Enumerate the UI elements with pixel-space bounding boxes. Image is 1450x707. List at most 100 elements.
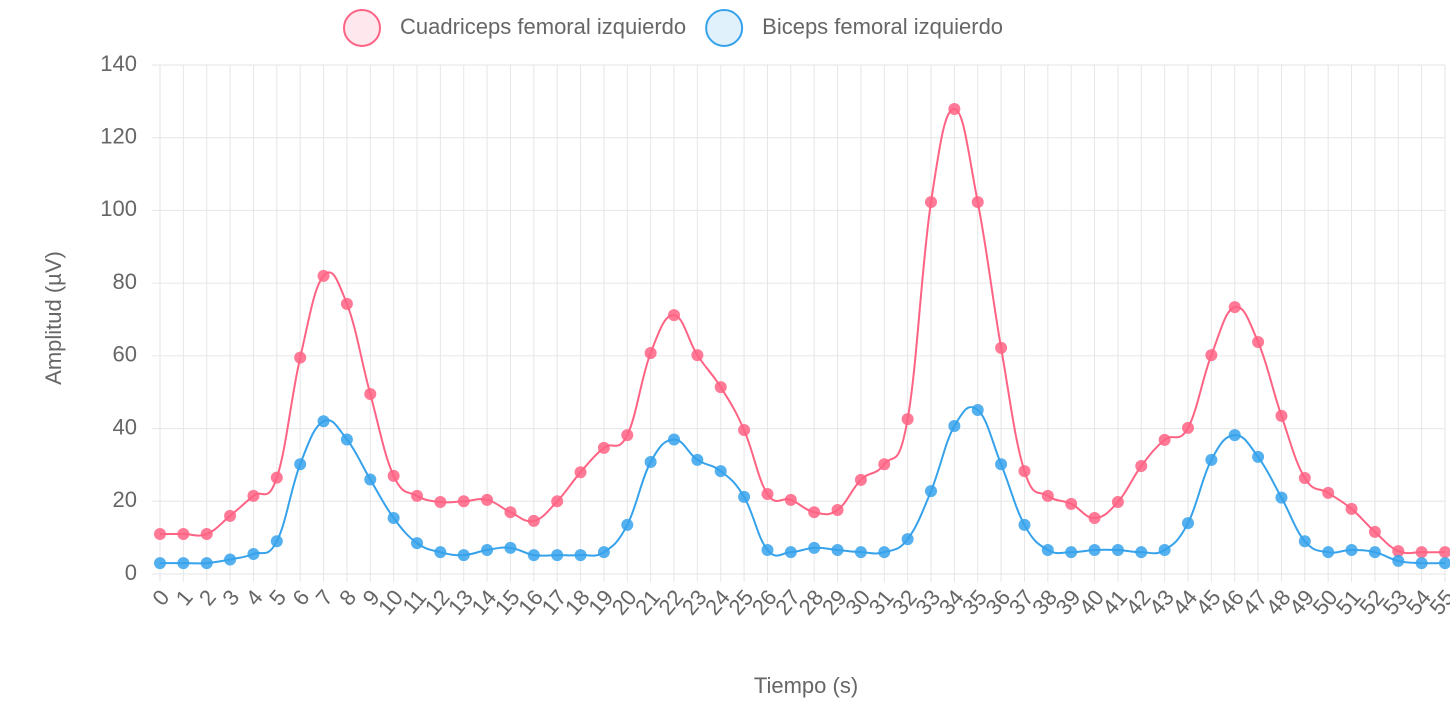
data-point	[948, 102, 961, 115]
data-point	[1322, 546, 1335, 559]
data-point	[340, 297, 353, 310]
y-tick-label: 120	[100, 124, 137, 149]
data-point	[925, 196, 937, 209]
data-point	[1228, 301, 1241, 314]
data-point	[527, 514, 540, 527]
data-point	[738, 424, 751, 437]
y-tick-label: 80	[113, 269, 137, 294]
data-point	[1368, 546, 1381, 559]
data-point	[177, 557, 190, 570]
legend-marker	[343, 9, 381, 47]
x-tick-label: 5	[264, 585, 291, 610]
data-point	[1345, 544, 1358, 557]
data-point	[925, 485, 937, 498]
data-point	[1135, 460, 1148, 473]
data-point	[457, 495, 470, 508]
data-point	[504, 541, 517, 554]
data-point	[1018, 518, 1031, 531]
data-point	[668, 433, 680, 446]
data-point	[1415, 546, 1428, 559]
data-point	[247, 489, 260, 502]
data-point	[597, 546, 610, 559]
x-axis-title: Tiempo (s)	[754, 673, 858, 698]
data-point	[808, 541, 821, 554]
data-point	[387, 469, 400, 482]
data-point	[901, 533, 914, 546]
data-point	[971, 404, 984, 417]
data-point	[200, 528, 213, 541]
data-point	[1298, 472, 1311, 485]
data-point	[154, 528, 166, 541]
data-point	[224, 553, 237, 566]
data-point	[411, 489, 423, 502]
x-tick-label: 6	[287, 585, 314, 610]
data-point	[1041, 544, 1054, 557]
data-point	[714, 465, 727, 478]
data-point	[971, 196, 984, 209]
x-tick-label: 0	[147, 585, 174, 610]
y-tick-label: 140	[100, 51, 137, 76]
data-point	[224, 509, 237, 522]
data-point	[878, 546, 891, 559]
data-point	[527, 549, 540, 562]
data-point	[1298, 535, 1311, 548]
data-point	[481, 544, 494, 557]
x-tick-label: 8	[334, 585, 361, 610]
y-tick-label: 100	[100, 196, 137, 221]
legend-item: Biceps femoral izquierdo	[705, 9, 1003, 47]
data-point	[1088, 544, 1101, 557]
data-point	[1158, 433, 1171, 446]
data-point	[1065, 546, 1078, 559]
data-point	[294, 351, 307, 364]
data-point	[878, 458, 891, 471]
data-point	[948, 420, 961, 433]
data-point	[1368, 525, 1381, 538]
data-point	[247, 548, 260, 561]
data-point	[854, 473, 867, 486]
data-point	[1158, 544, 1171, 557]
data-point	[364, 473, 377, 486]
data-point	[597, 441, 610, 454]
data-point	[457, 549, 470, 562]
data-point	[1065, 497, 1078, 510]
legend-label: Biceps femoral izquierdo	[762, 14, 1003, 39]
x-tick-label: 7	[311, 585, 338, 610]
data-point	[1018, 465, 1031, 478]
data-point	[270, 535, 283, 548]
data-point	[854, 546, 867, 559]
y-axis-title: Amplitud (µV)	[41, 251, 66, 385]
data-point	[784, 546, 797, 559]
data-point	[200, 557, 213, 570]
data-point	[434, 496, 447, 509]
series-line	[160, 107, 1446, 555]
data-point	[1111, 544, 1124, 557]
data-point	[621, 518, 634, 531]
data-point	[668, 309, 680, 322]
data-point	[340, 433, 353, 446]
data-point	[1345, 502, 1358, 515]
data-point	[387, 512, 400, 525]
data-point	[784, 493, 797, 506]
x-tick-label: 4	[241, 585, 268, 610]
data-point	[317, 269, 330, 282]
data-point	[1252, 336, 1265, 349]
data-point	[551, 495, 564, 508]
data-point	[644, 456, 657, 469]
data-point	[1439, 557, 1450, 570]
data-point	[1135, 546, 1148, 559]
data-point	[1392, 554, 1405, 567]
legend-item: Cuadriceps femoral izquierdo	[343, 9, 686, 47]
data-point	[831, 544, 844, 557]
data-point	[1322, 486, 1335, 499]
data-point	[411, 537, 423, 550]
x-tick-label: 3	[217, 585, 244, 610]
data-point	[1182, 421, 1194, 434]
data-point	[691, 349, 704, 362]
data-point	[1252, 450, 1265, 463]
data-point	[317, 415, 330, 428]
data-point	[1275, 409, 1288, 422]
x-tick-label: 1	[171, 585, 198, 610]
data-point	[154, 557, 166, 570]
data-point	[995, 341, 1008, 354]
data-point	[808, 506, 821, 519]
